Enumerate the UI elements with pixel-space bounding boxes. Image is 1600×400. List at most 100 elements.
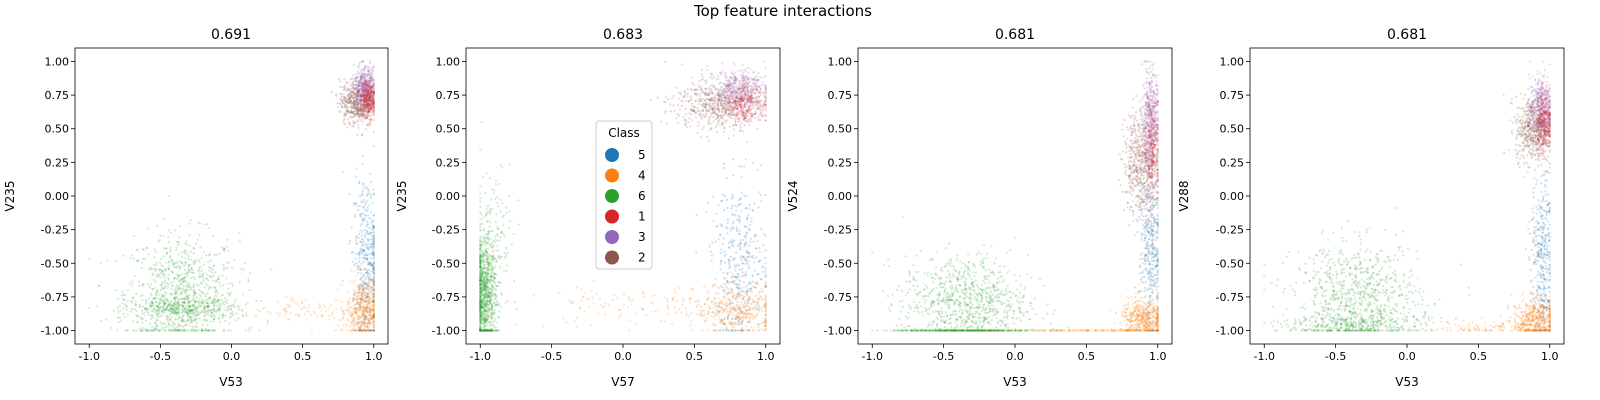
point-class-5 [366, 247, 369, 250]
point-class-3 [353, 83, 356, 86]
point-class-6 [164, 302, 167, 305]
point-class-6 [176, 311, 179, 314]
point-class-6 [486, 282, 489, 285]
point-class-6 [147, 308, 151, 311]
point-class-5 [363, 254, 366, 257]
point-class-6 [501, 216, 504, 219]
point-class-6 [146, 307, 149, 310]
point-class-5 [368, 227, 371, 230]
point-class-6 [178, 307, 181, 310]
point-class-6 [150, 300, 153, 303]
point-class-6 [209, 286, 212, 289]
point-class-6 [174, 318, 177, 321]
point-class-2 [342, 93, 345, 96]
point-class-4 [611, 298, 615, 301]
point-class-6 [167, 284, 170, 287]
point-class-4 [748, 305, 751, 308]
point-class-6 [508, 220, 511, 223]
point-class-5 [365, 284, 369, 288]
point-class-2 [345, 81, 348, 84]
point-class-6 [197, 258, 200, 261]
point-class-6 [496, 196, 499, 199]
point-class-4 [348, 297, 351, 300]
point-class-1 [368, 105, 371, 108]
point-class-3 [356, 102, 359, 105]
point-class-4 [650, 310, 653, 313]
point-class-5 [353, 264, 356, 267]
point-class-6 [210, 311, 213, 315]
point-class-5 [354, 215, 357, 218]
point-class-6 [158, 273, 161, 276]
point-class-6 [166, 277, 169, 280]
point-class-1 [366, 99, 369, 102]
point-class-6 [493, 192, 496, 195]
point-class-6 [187, 329, 190, 332]
point-class-4 [340, 283, 343, 286]
point-class-6 [126, 313, 129, 316]
point-class-6 [206, 309, 209, 313]
point-class-6 [493, 320, 496, 323]
point-class-5 [367, 214, 370, 217]
point-class-5 [369, 180, 372, 183]
point-class-4 [712, 316, 715, 319]
point-class-2 [340, 106, 343, 109]
point-class-1 [365, 123, 369, 127]
point-class-1 [369, 97, 372, 100]
point-class-4 [604, 302, 607, 305]
point-class-6 [202, 277, 205, 280]
point-class-4 [762, 329, 766, 332]
point-class-6 [131, 280, 134, 283]
point-class-6 [484, 234, 487, 237]
point-class-5 [361, 189, 364, 192]
point-class-4 [750, 302, 753, 305]
point-class-6 [485, 319, 488, 323]
point-class-6 [105, 318, 108, 321]
point-class-2 [349, 115, 352, 118]
point-class-6 [161, 326, 164, 329]
point-class-4 [731, 326, 734, 329]
point-class-1 [362, 112, 365, 115]
point-class-6 [479, 260, 482, 263]
point-class-4 [328, 314, 331, 317]
point-class-6 [194, 299, 197, 302]
point-class-6 [165, 253, 168, 256]
point-class-4 [334, 329, 337, 332]
point-class-6 [479, 185, 482, 188]
point-class-6 [168, 264, 171, 267]
point-class-4 [689, 297, 692, 300]
point-class-5 [370, 270, 373, 273]
point-class-6 [183, 268, 186, 271]
point-class-5 [369, 172, 372, 175]
point-class-6 [178, 315, 181, 318]
point-class-5 [361, 212, 365, 215]
point-class-6 [197, 266, 201, 269]
point-class-6 [212, 320, 215, 323]
point-class-4 [352, 288, 355, 291]
point-class-1 [372, 90, 375, 93]
point-class-6 [182, 314, 185, 317]
point-class-6 [198, 311, 201, 314]
point-class-6 [137, 280, 140, 283]
point-class-6 [237, 308, 240, 311]
point-class-6 [177, 310, 180, 313]
point-class-1 [369, 86, 372, 89]
point-class-4 [295, 303, 298, 306]
point-class-6 [192, 284, 196, 287]
point-class-6 [149, 283, 153, 286]
point-class-6 [156, 306, 159, 309]
point-class-6 [161, 314, 164, 317]
point-class-6 [192, 289, 195, 292]
point-class-6 [193, 318, 196, 322]
point-class-6 [124, 329, 127, 332]
point-class-6 [167, 329, 170, 332]
point-class-4 [320, 309, 323, 312]
point-class-5 [372, 213, 375, 216]
point-class-6 [150, 305, 153, 308]
point-class-4 [678, 308, 681, 311]
point-class-6 [211, 279, 214, 282]
point-class-5 [353, 213, 357, 216]
point-class-6 [181, 304, 184, 307]
point-class-4 [318, 303, 321, 306]
point-class-6 [491, 289, 494, 292]
